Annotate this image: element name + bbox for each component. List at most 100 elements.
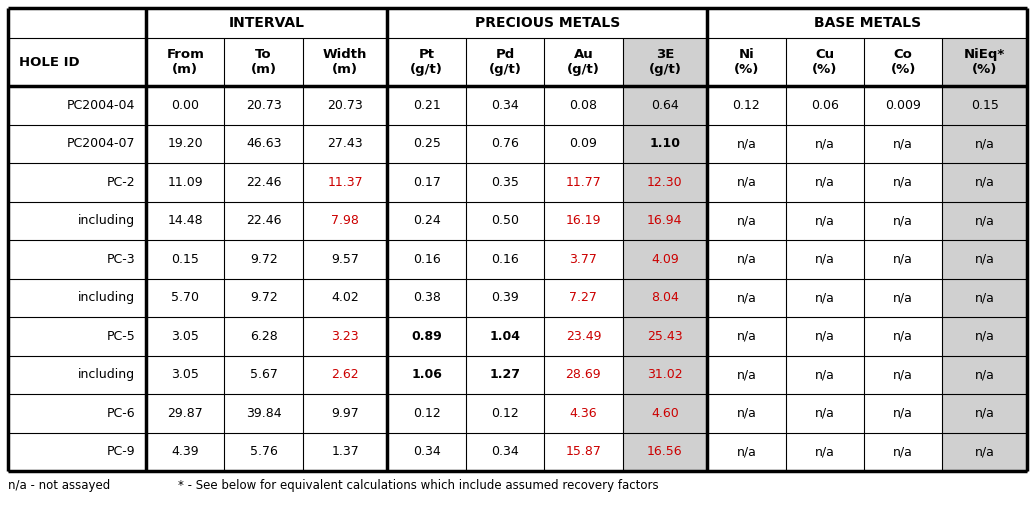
Text: n/a: n/a — [893, 137, 913, 150]
Text: 23.49: 23.49 — [566, 330, 601, 343]
Text: n/a: n/a — [975, 407, 995, 420]
Bar — [8, 355, 1027, 394]
Text: 0.64: 0.64 — [651, 99, 679, 112]
Text: 1.04: 1.04 — [490, 330, 521, 343]
Text: n/a: n/a — [815, 137, 835, 150]
Text: 0.38: 0.38 — [413, 291, 441, 304]
Text: n/a: n/a — [737, 253, 757, 266]
Text: PC-3: PC-3 — [107, 253, 135, 266]
Text: n/a: n/a — [737, 176, 757, 189]
Text: 0.00: 0.00 — [171, 99, 200, 112]
Bar — [544, 38, 623, 86]
Bar — [146, 8, 387, 38]
Text: PC-5: PC-5 — [107, 330, 135, 343]
Text: n/a: n/a — [893, 407, 913, 420]
Text: 0.12: 0.12 — [733, 99, 761, 112]
Text: * - See below for equivalent calculations which include assumed recovery factors: * - See below for equivalent calculation… — [178, 479, 658, 491]
Text: 20.73: 20.73 — [327, 99, 363, 112]
Text: n/a: n/a — [815, 176, 835, 189]
Text: n/a: n/a — [975, 176, 995, 189]
Text: 0.06: 0.06 — [810, 99, 838, 112]
Bar — [146, 38, 225, 86]
Bar — [623, 125, 707, 163]
Text: n/a: n/a — [893, 291, 913, 304]
Text: n/a: n/a — [975, 137, 995, 150]
Text: n/a: n/a — [737, 368, 757, 381]
Text: 0.34: 0.34 — [492, 99, 519, 112]
Text: 16.56: 16.56 — [647, 445, 683, 458]
Text: n/a: n/a — [815, 407, 835, 420]
Text: 9.72: 9.72 — [249, 291, 277, 304]
Text: 0.12: 0.12 — [492, 407, 519, 420]
Text: n/a: n/a — [975, 330, 995, 343]
Bar — [8, 317, 1027, 355]
Text: 19.20: 19.20 — [168, 137, 203, 150]
Text: 0.16: 0.16 — [492, 253, 519, 266]
Text: Au
(g/t): Au (g/t) — [567, 48, 600, 76]
Text: n/a: n/a — [975, 368, 995, 381]
Text: including: including — [78, 368, 135, 381]
Bar — [8, 86, 1027, 125]
Bar — [707, 8, 1027, 38]
Text: 0.21: 0.21 — [413, 99, 441, 112]
Text: 29.87: 29.87 — [168, 407, 203, 420]
Text: PC-9: PC-9 — [107, 445, 135, 458]
Text: PRECIOUS METALS: PRECIOUS METALS — [475, 16, 620, 30]
Bar — [943, 8, 1027, 471]
Bar — [8, 201, 1027, 240]
Text: 3E
(g/t): 3E (g/t) — [649, 48, 681, 76]
Text: 8.04: 8.04 — [651, 291, 679, 304]
Text: 3.77: 3.77 — [569, 253, 597, 266]
Text: Pt
(g/t): Pt (g/t) — [410, 48, 443, 76]
Text: Ni
(%): Ni (%) — [734, 48, 759, 76]
Bar — [943, 394, 1027, 432]
Text: From
(m): From (m) — [167, 48, 204, 76]
Bar — [623, 8, 707, 471]
Text: 0.24: 0.24 — [413, 214, 441, 227]
Text: 16.19: 16.19 — [566, 214, 601, 227]
Text: n/a: n/a — [893, 253, 913, 266]
Text: 9.72: 9.72 — [249, 253, 277, 266]
Text: 0.89: 0.89 — [411, 330, 442, 343]
Text: n/a: n/a — [737, 137, 757, 150]
Text: 5.76: 5.76 — [249, 445, 277, 458]
Text: n/a: n/a — [815, 330, 835, 343]
Text: 27.43: 27.43 — [327, 137, 363, 150]
Text: n/a: n/a — [975, 214, 995, 227]
Text: 46.63: 46.63 — [246, 137, 282, 150]
Text: including: including — [78, 214, 135, 227]
Text: PC2004-07: PC2004-07 — [66, 137, 135, 150]
Text: 11.09: 11.09 — [168, 176, 203, 189]
Text: 11.77: 11.77 — [565, 176, 601, 189]
Bar — [623, 240, 707, 278]
Text: 7.98: 7.98 — [331, 214, 359, 227]
Text: n/a: n/a — [893, 214, 913, 227]
Text: 20.73: 20.73 — [245, 99, 282, 112]
Text: NiEq*
(%): NiEq* (%) — [964, 48, 1005, 76]
Bar — [8, 163, 1027, 201]
Text: n/a: n/a — [815, 445, 835, 458]
Text: 0.009: 0.009 — [885, 99, 921, 112]
Text: PC2004-04: PC2004-04 — [66, 99, 135, 112]
Text: 28.69: 28.69 — [565, 368, 601, 381]
Text: n/a: n/a — [815, 214, 835, 227]
Text: 12.30: 12.30 — [647, 176, 683, 189]
Bar — [864, 38, 943, 86]
Text: 31.02: 31.02 — [647, 368, 683, 381]
Text: n/a: n/a — [737, 445, 757, 458]
Text: n/a: n/a — [893, 368, 913, 381]
Bar — [387, 8, 707, 38]
Text: 0.34: 0.34 — [413, 445, 441, 458]
Bar — [943, 86, 1027, 125]
Text: 9.97: 9.97 — [331, 407, 359, 420]
Bar — [943, 163, 1027, 201]
Text: 0.25: 0.25 — [413, 137, 441, 150]
Text: n/a: n/a — [975, 291, 995, 304]
Bar — [466, 38, 544, 86]
Text: 0.17: 0.17 — [413, 176, 441, 189]
Bar — [623, 38, 707, 86]
Text: 1.10: 1.10 — [649, 137, 680, 150]
Text: 4.39: 4.39 — [172, 445, 199, 458]
Text: Pd
(g/t): Pd (g/t) — [489, 48, 522, 76]
Bar — [623, 278, 707, 317]
